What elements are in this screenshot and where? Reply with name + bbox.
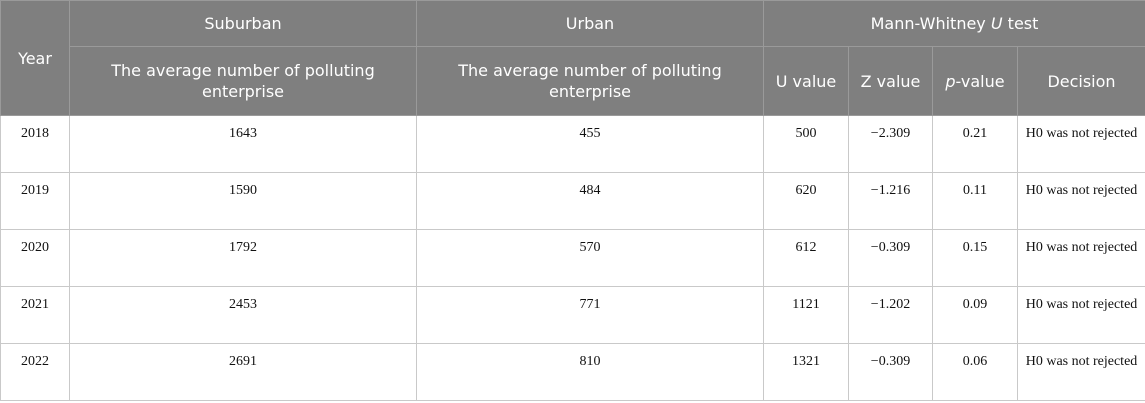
cell-suburban: 2691 xyxy=(69,343,417,401)
year-header: Year xyxy=(0,0,70,116)
cell-decision: H0 was not rejected xyxy=(1016,229,1145,287)
cell-p-value: 0.11 xyxy=(932,172,1018,230)
mann-whitney-u: U xyxy=(990,14,1003,33)
p-value-suffix: -value xyxy=(955,71,1005,91)
cell-u-value: 620 xyxy=(763,172,849,230)
cell-decision: H0 was not rejected xyxy=(1016,286,1145,344)
cell-urban: 455 xyxy=(416,115,764,173)
cell-z-value: −1.216 xyxy=(848,172,933,230)
table-header: Year Suburban Urban Mann-Whitney U test … xyxy=(0,0,1145,116)
cell-decision: H0 was not rejected xyxy=(1016,343,1145,401)
mann-whitney-prefix: Mann-Whitney xyxy=(870,14,991,33)
cell-suburban: 1643 xyxy=(69,115,417,173)
cell-u-value: 500 xyxy=(763,115,849,173)
cell-z-value: −0.309 xyxy=(848,229,933,287)
table-row: 2022 2691 810 1321 −0.309 0.06 H0 was no… xyxy=(0,343,1145,401)
cell-year: 2021 xyxy=(0,286,70,344)
table-row: 2019 1590 484 620 −1.216 0.11 H0 was not… xyxy=(0,172,1145,230)
suburban-subheader: The average number of polluting enterpri… xyxy=(69,46,417,116)
z-value-header: Z value xyxy=(848,46,933,116)
table-row: 2018 1643 455 500 −2.309 0.21 H0 was not… xyxy=(0,115,1145,173)
cell-z-value: −1.202 xyxy=(848,286,933,344)
decision-header: Decision xyxy=(1016,46,1145,116)
cell-year: 2018 xyxy=(0,115,70,173)
cell-suburban: 1590 xyxy=(69,172,417,230)
mann-whitney-suffix: test xyxy=(1002,14,1039,33)
cell-p-value: 0.15 xyxy=(932,229,1018,287)
mann-whitney-header: Mann-Whitney U test xyxy=(762,0,1145,47)
cell-urban: 771 xyxy=(416,286,764,344)
cell-z-value: −0.309 xyxy=(848,343,933,401)
cell-urban: 810 xyxy=(416,343,764,401)
cell-p-value: 0.09 xyxy=(932,286,1018,344)
urban-header: Urban xyxy=(416,0,764,47)
table-body: 2018 1643 455 500 −2.309 0.21 H0 was not… xyxy=(0,115,1145,401)
cell-p-value: 0.06 xyxy=(932,343,1018,401)
cell-urban: 570 xyxy=(416,229,764,287)
p-value-header: p-value xyxy=(932,46,1018,116)
suburban-header: Suburban xyxy=(69,0,417,47)
cell-p-value: 0.21 xyxy=(932,115,1018,173)
cell-u-value: 1121 xyxy=(763,286,849,344)
cell-decision: H0 was not rejected xyxy=(1016,115,1145,173)
urban-subheader: The average number of polluting enterpri… xyxy=(416,46,764,116)
p-value-italic: p xyxy=(945,71,956,91)
cell-decision: H0 was not rejected xyxy=(1016,172,1145,230)
cell-z-value: −2.309 xyxy=(848,115,933,173)
table-row: 2020 1792 570 612 −0.309 0.15 H0 was not… xyxy=(0,229,1145,287)
u-value-header: U value xyxy=(763,46,849,116)
cell-u-value: 1321 xyxy=(763,343,849,401)
cell-year: 2020 xyxy=(0,229,70,287)
table-row: 2021 2453 771 1121 −1.202 0.09 H0 was no… xyxy=(0,286,1145,344)
cell-year: 2022 xyxy=(0,343,70,401)
cell-year: 2019 xyxy=(0,172,70,230)
cell-u-value: 612 xyxy=(763,229,849,287)
cell-urban: 484 xyxy=(416,172,764,230)
cell-suburban: 1792 xyxy=(69,229,417,287)
cell-suburban: 2453 xyxy=(69,286,417,344)
